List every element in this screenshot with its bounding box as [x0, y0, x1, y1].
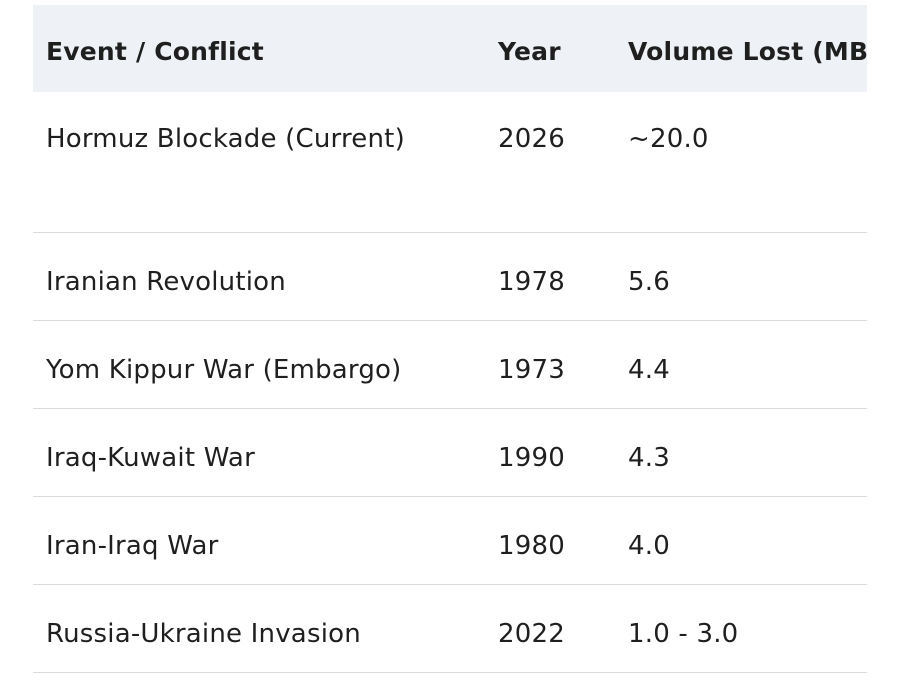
table-row: Yom Kippur War (Embargo) 1973 4.4 [33, 321, 867, 409]
table-row: Hormuz Blockade (Current) 2026 ~20.0 [33, 92, 867, 233]
table-cell: Iranian Revolution [46, 267, 286, 297]
table-cell: Russia-Ukraine Invasion [46, 619, 361, 649]
table-cell: 5.6 [628, 267, 670, 297]
table-cell: 1973 [498, 355, 565, 385]
table-cell: 4.3 [628, 443, 670, 473]
table-cell: Iran-Iraq War [46, 531, 219, 561]
table-cell: ~20.0 [628, 124, 709, 154]
table-cell: 1980 [498, 531, 565, 561]
table-row: Iranian Revolution 1978 5.6 [33, 233, 867, 321]
table-row: Iraq-Kuwait War 1990 4.3 [33, 409, 867, 497]
table-row: Russia-Ukraine Invasion 2022 1.0 - 3.0 [33, 585, 867, 673]
table-cell: 1990 [498, 443, 565, 473]
table-cell: 2022 [498, 619, 565, 649]
header-row: Event / Conflict Year Volume Lost (MBP [33, 5, 867, 92]
table-cell: Yom Kippur War (Embargo) [46, 355, 402, 385]
table-cell: Hormuz Blockade (Current) [46, 124, 405, 154]
header-cell: Volume Lost (MBP [628, 37, 867, 66]
table: Event / Conflict Year Volume Lost (MBP Horm… [33, 5, 867, 673]
table-cell: 1978 [498, 267, 565, 297]
table-cell: 4.4 [628, 355, 670, 385]
table-cell: 4.0 [628, 531, 670, 561]
table-row: Iran-Iraq War 1980 4.0 [33, 497, 867, 585]
table-cell: Iraq-Kuwait War [46, 443, 255, 473]
table-cell: 2026 [498, 124, 565, 154]
table-cell: 1.0 - 3.0 [628, 619, 739, 649]
header-cell: Year [498, 37, 561, 66]
header-cell: Event / Conflict [46, 37, 264, 66]
